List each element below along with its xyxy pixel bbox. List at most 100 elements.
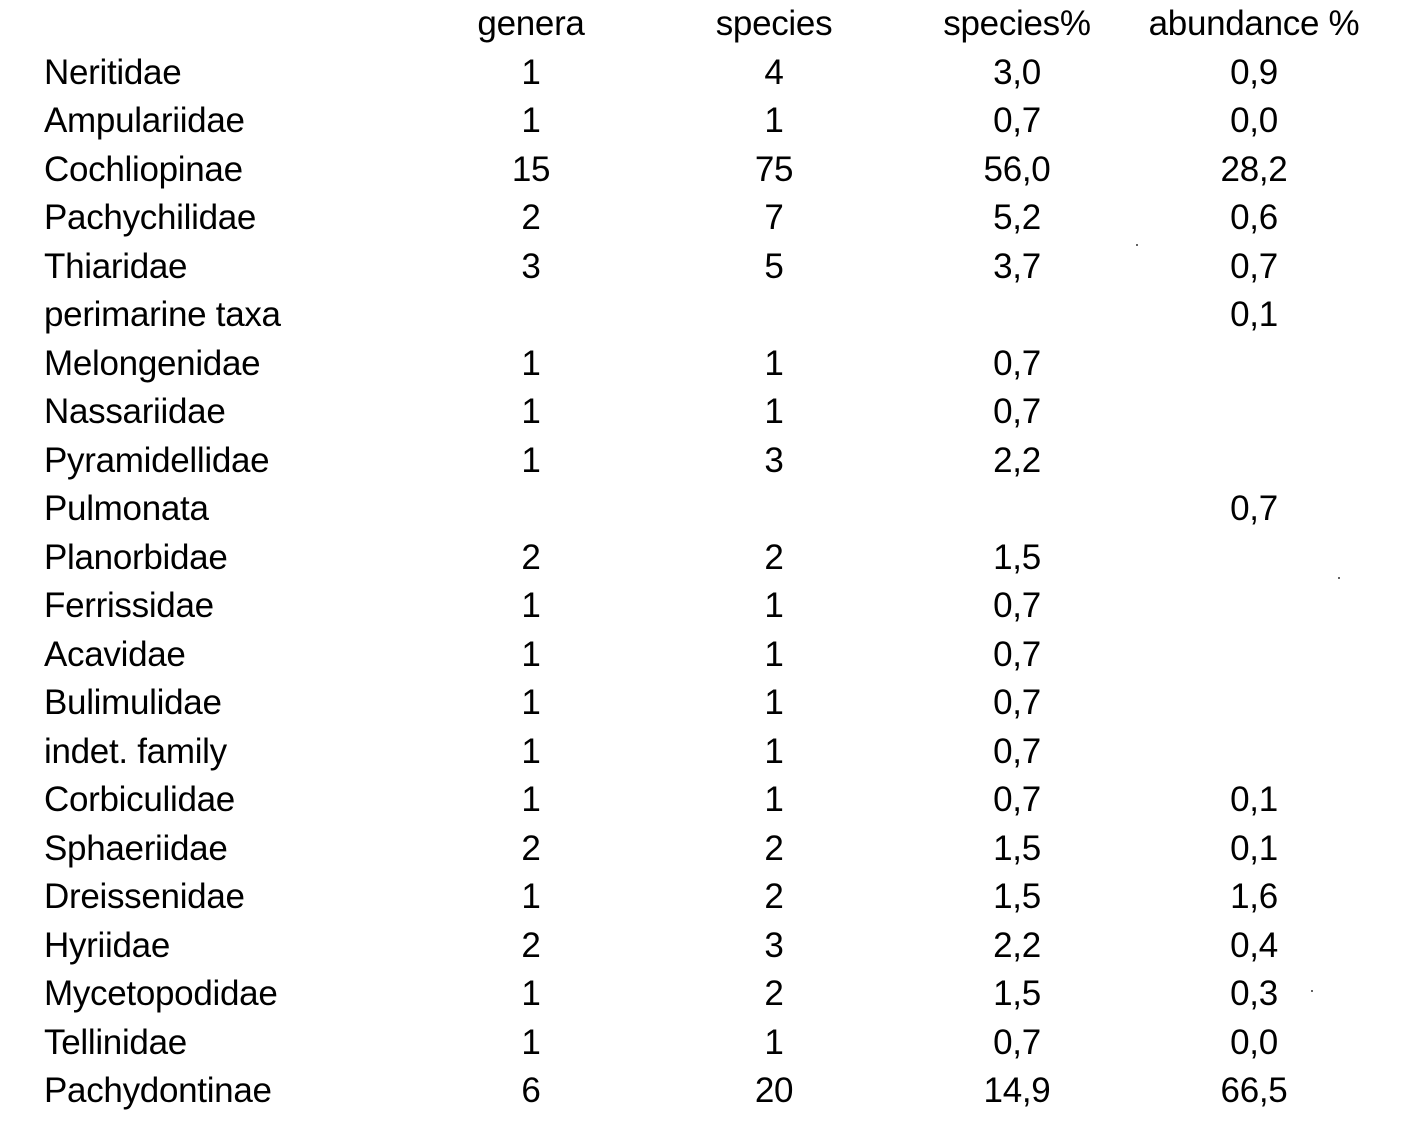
cell-abundance-pct	[1104, 388, 1404, 437]
scan-speck	[1136, 244, 1138, 246]
table-row: Nassariidae 1 1 0,7	[44, 388, 1404, 437]
cell-genera: 1	[521, 974, 541, 1013]
cell-species-pct: 56,0	[983, 149, 1051, 189]
cell-species-pct: 1,5	[993, 877, 1041, 916]
cell-genera: 2	[521, 198, 541, 237]
cell-species-pct	[930, 291, 1104, 340]
table-row: Acavidae 1 1 0,7	[44, 631, 1404, 680]
table-row: Corbiculidae 1 1 0,7 0,1	[44, 776, 1404, 825]
table-row: Cochliopinae 15 75 56,0 28,2	[44, 146, 1404, 195]
cell-name: Sphaeriidae	[44, 828, 228, 868]
table-row: perimarine taxa 0,1	[44, 291, 1404, 340]
cell-name: Corbiculidae	[44, 780, 235, 819]
cell-species-pct: 0,7	[993, 392, 1041, 431]
cell-genera: 1	[521, 586, 541, 625]
cell-abundance-pct: 0,0	[1230, 101, 1278, 140]
cell-abundance-pct	[1104, 437, 1404, 486]
cell-genera: 2	[521, 537, 541, 577]
cell-abundance-pct	[1104, 728, 1404, 777]
cell-name: Pulmonata	[44, 489, 209, 528]
scan-speck	[1311, 990, 1313, 992]
cell-species-pct: 0,7	[993, 731, 1041, 771]
cell-abundance-pct: 0,9	[1230, 52, 1278, 92]
cell-genera	[444, 485, 618, 534]
cell-name: Pachychilidae	[44, 198, 257, 237]
cell-genera: 1	[521, 683, 541, 722]
cell-genera	[444, 291, 618, 340]
table-row: Sphaeriidae 2 2 1,5 0,1	[44, 825, 1404, 874]
cell-species: 2	[764, 537, 784, 577]
cell-abundance-pct: 0,1	[1230, 828, 1278, 868]
table-row: Pachydontinae 6 20 14,9 66,5	[44, 1067, 1404, 1116]
cell-abundance-pct: 0,3	[1230, 974, 1278, 1013]
cell-name: Ferrissidae	[44, 586, 214, 625]
cell-abundance-pct: 0,1	[1230, 295, 1278, 334]
cell-genera: 1	[521, 731, 541, 771]
cell-abundance-pct: 1,6	[1230, 877, 1278, 916]
table-row: Pachychilidae 2 7 5,2 0,6	[44, 194, 1404, 243]
taxa-table: genera species species% abundance % Neri…	[44, 0, 1404, 1116]
cell-name: Thiaridae	[44, 246, 188, 286]
table-body: Neritidae 1 4 3,0 0,9 Ampulariidae 1 1 0,7 0,0 Coc…	[44, 49, 1404, 1116]
cell-name: Hyriidae	[44, 925, 170, 965]
cell-abundance-pct	[1104, 534, 1404, 583]
cell-species: 75	[754, 149, 794, 189]
cell-abundance-pct: 0,6	[1230, 198, 1278, 237]
cell-abundance-pct: 28,2	[1220, 149, 1288, 189]
cell-species-pct: 3,0	[993, 52, 1041, 92]
cell-species-pct: 0,7	[993, 683, 1041, 722]
cell-genera: 1	[521, 440, 541, 480]
cell-abundance-pct	[1104, 340, 1404, 389]
header-species: species	[715, 4, 833, 43]
cell-name: Tellinidae	[44, 1022, 187, 1062]
cell-species: 1	[764, 1022, 784, 1062]
cell-species-pct: 0,7	[993, 1022, 1041, 1062]
cell-species: 7	[764, 198, 784, 237]
table-header-row: genera species species% abundance %	[44, 0, 1404, 49]
cell-species-pct: 0,7	[993, 634, 1041, 674]
cell-name: Pyramidellidae	[44, 440, 270, 480]
cell-species-pct: 0,7	[993, 780, 1041, 819]
cell-genera: 1	[521, 877, 541, 916]
cell-species: 1	[764, 780, 784, 819]
cell-species-pct: 0,7	[993, 101, 1041, 140]
cell-abundance-pct: 0,0	[1230, 1022, 1278, 1062]
cell-abundance-pct	[1104, 631, 1404, 680]
header-genera: genera	[477, 4, 585, 43]
table-row: Pyramidellidae 1 3 2,2	[44, 437, 1404, 486]
cell-abundance-pct: 0,7	[1230, 489, 1278, 528]
cell-abundance-pct	[1104, 582, 1404, 631]
cell-species: 1	[764, 634, 784, 674]
cell-species: 1	[764, 731, 784, 771]
cell-name: Nassariidae	[44, 392, 226, 431]
cell-name: Dreissenidae	[44, 877, 245, 916]
cell-species-pct: 2,2	[993, 925, 1041, 965]
cell-species: 2	[764, 974, 784, 1013]
cell-abundance-pct: 66,5	[1220, 1071, 1288, 1110]
table-row: Ampulariidae 1 1 0,7 0,0	[44, 97, 1404, 146]
cell-name: Bulimulidae	[44, 683, 222, 722]
cell-genera: 1	[521, 634, 541, 674]
cell-genera: 2	[521, 828, 541, 868]
cell-genera: 1	[521, 343, 541, 383]
cell-name: Acavidae	[44, 634, 186, 674]
cell-species: 3	[764, 440, 784, 480]
header-name	[44, 0, 444, 49]
cell-genera: 1	[521, 52, 541, 92]
cell-species: 4	[764, 52, 784, 92]
header-abundance-pct: abundance %	[1148, 4, 1360, 43]
cell-genera: 6	[521, 1071, 541, 1110]
table-row: Neritidae 1 4 3,0 0,9	[44, 49, 1404, 98]
cell-abundance-pct: 0,7	[1230, 246, 1278, 286]
cell-species-pct: 0,7	[993, 343, 1041, 383]
cell-species: 1	[764, 101, 784, 140]
cell-species: 2	[764, 828, 784, 868]
cell-name: Pachydontinae	[44, 1071, 272, 1110]
table-row: Tellinidae 1 1 0,7 0,0	[44, 1019, 1404, 1068]
table-row: Thiaridae 3 5 3,7 0,7	[44, 243, 1404, 292]
cell-name: perimarine taxa	[44, 295, 281, 334]
table-row: Melongenidae 1 1 0,7	[44, 340, 1404, 389]
cell-species: 1	[764, 343, 784, 383]
table-row: Planorbidae 2 2 1,5	[44, 534, 1404, 583]
